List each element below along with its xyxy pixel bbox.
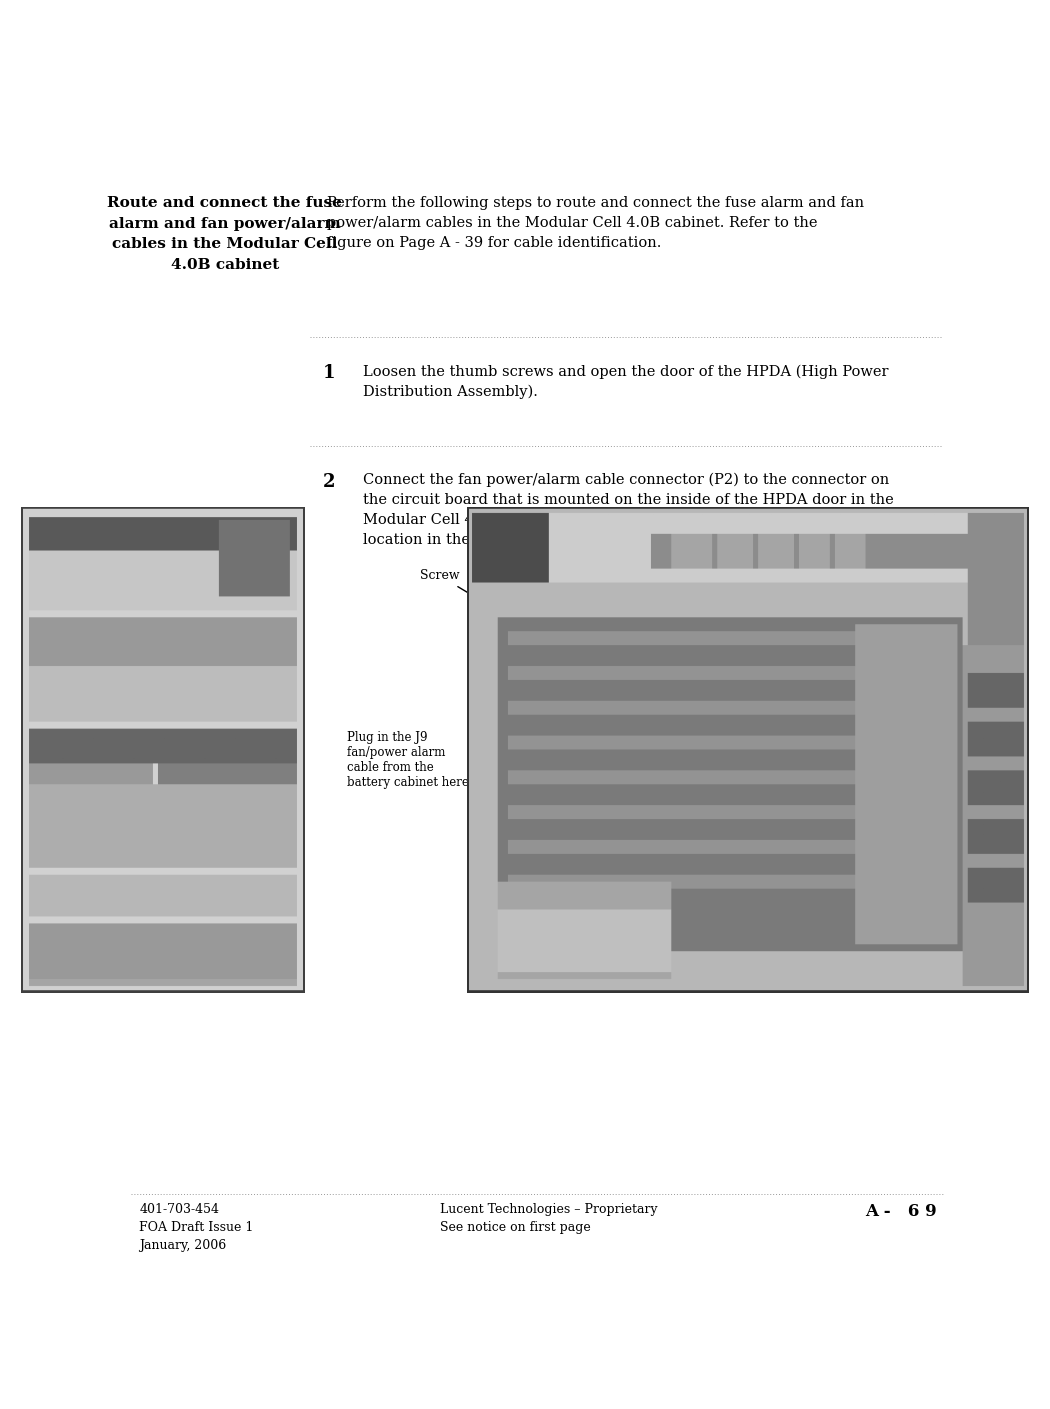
Text: Screw: Screw [420, 569, 482, 600]
Text: 2: 2 [322, 473, 335, 490]
Text: Connect the fan power/alarm cable connector (P2) to the connector on
the circuit: Connect the fan power/alarm cable connec… [363, 473, 894, 548]
Text: 401-703-454
FOA Draft Issue 1
January, 2006: 401-703-454 FOA Draft Issue 1 January, 2… [140, 1203, 254, 1253]
Text: Lucent Technologies – Proprietary
See notice on first page: Lucent Technologies – Proprietary See no… [441, 1203, 658, 1234]
Text: Route and connect the fuse
alarm and fan power/alarm
cables in the Modular Cell
: Route and connect the fuse alarm and fan… [107, 196, 342, 272]
Text: Loosen the thumb screws and open the door of the HPDA (High Power
Distribution A: Loosen the thumb screws and open the doo… [363, 365, 888, 399]
Text: A -   6 9: A - 6 9 [865, 1203, 937, 1220]
Text: 1: 1 [322, 365, 335, 382]
Text: Perform the following steps to route and connect the fuse alarm and fan
power/al: Perform the following steps to route and… [327, 196, 864, 251]
Text: Plug in the J9
fan/power alarm
cable from the
battery cabinet here: Plug in the J9 fan/power alarm cable fro… [346, 731, 587, 789]
